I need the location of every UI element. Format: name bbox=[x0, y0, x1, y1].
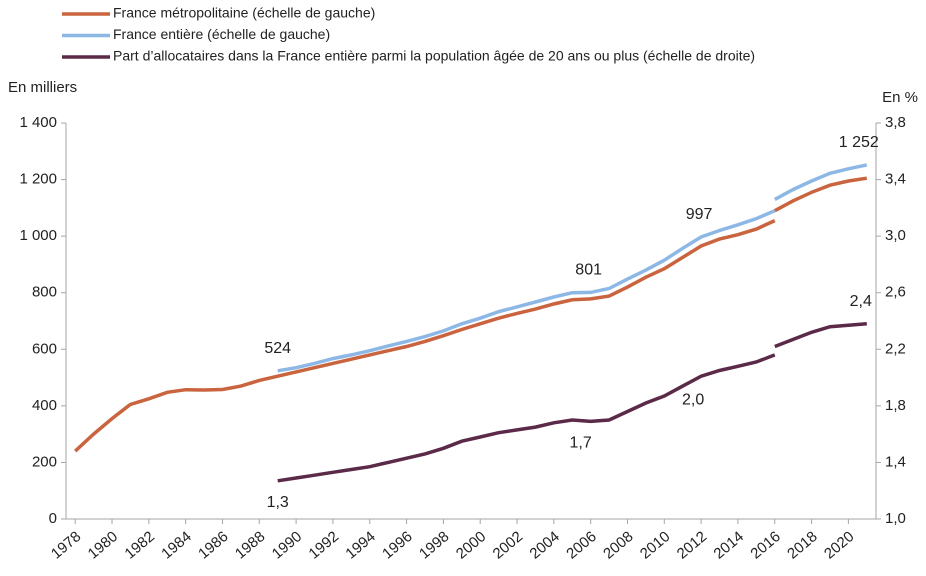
data-label: 2,4 bbox=[850, 293, 872, 310]
x-tick-label: 1994 bbox=[342, 528, 378, 562]
y-tick-label: 0 bbox=[49, 510, 57, 527]
x-tick-label: 2006 bbox=[563, 528, 599, 562]
y-tick-label: 1 200 bbox=[19, 171, 57, 188]
y2-tick-label: 1,4 bbox=[885, 453, 906, 470]
y2-axis-label: En % bbox=[882, 89, 918, 106]
legend-label: France métropolitaine (échelle de gauche… bbox=[113, 5, 375, 21]
legend-label: France entière (échelle de gauche) bbox=[113, 26, 330, 42]
y-tick-label: 600 bbox=[32, 340, 57, 357]
x-tick-label: 1980 bbox=[85, 528, 121, 562]
x-tick-label: 1986 bbox=[195, 528, 231, 562]
y2-tick-label: 2,2 bbox=[885, 340, 906, 357]
data-label: 1,3 bbox=[267, 494, 289, 511]
x-tick-label: 1990 bbox=[269, 528, 305, 562]
data-label: 1,7 bbox=[570, 435, 592, 452]
data-label: 801 bbox=[575, 262, 602, 279]
series-line bbox=[277, 163, 868, 373]
y-tick-label: 800 bbox=[32, 284, 57, 301]
series-line bbox=[74, 176, 868, 453]
y2-tick-label: 3,4 bbox=[885, 171, 906, 188]
y-tick-label: 1 000 bbox=[19, 227, 57, 244]
x-tick-label: 2004 bbox=[526, 528, 562, 562]
x-tick-label: 1996 bbox=[379, 528, 415, 562]
y2-tick-label: 3,8 bbox=[885, 114, 906, 131]
series-line bbox=[277, 322, 867, 483]
y2-tick-label: 1,0 bbox=[885, 510, 906, 527]
x-tick-label: 1988 bbox=[232, 528, 268, 562]
data-label: 1 252 bbox=[839, 134, 879, 151]
x-tick-label: 2000 bbox=[453, 528, 489, 562]
data-label: 524 bbox=[264, 340, 291, 357]
y2-tick-label: 3,0 bbox=[885, 227, 906, 244]
y2-tick-label: 1,8 bbox=[885, 397, 906, 414]
x-tick-label: 1982 bbox=[121, 528, 157, 562]
x-tick-label: 2008 bbox=[600, 528, 636, 562]
x-tick-label: 1998 bbox=[416, 528, 452, 562]
x-tick-label: 2002 bbox=[490, 528, 526, 562]
y2-tick-label: 2,6 bbox=[885, 284, 906, 301]
y-axis-label: En milliers bbox=[8, 79, 77, 96]
x-tick-label: 2016 bbox=[747, 528, 783, 562]
x-tick-label: 1978 bbox=[48, 528, 84, 562]
x-tick-label: 2012 bbox=[674, 528, 710, 562]
x-tick-label: 1992 bbox=[306, 528, 342, 562]
x-tick-label: 2020 bbox=[821, 528, 857, 562]
legend-label: Part d’allocataires dans la France entiè… bbox=[113, 48, 755, 64]
y-tick-label: 200 bbox=[32, 453, 57, 470]
y-tick-label: 400 bbox=[32, 397, 57, 414]
x-tick-label: 1984 bbox=[158, 528, 194, 562]
x-tick-label: 2010 bbox=[637, 528, 673, 562]
data-label: 2,0 bbox=[682, 391, 704, 408]
x-tick-label: 2014 bbox=[711, 528, 747, 562]
x-tick-label: 2018 bbox=[784, 528, 820, 562]
y-tick-label: 1 400 bbox=[19, 114, 57, 131]
data-label: 997 bbox=[686, 206, 713, 223]
